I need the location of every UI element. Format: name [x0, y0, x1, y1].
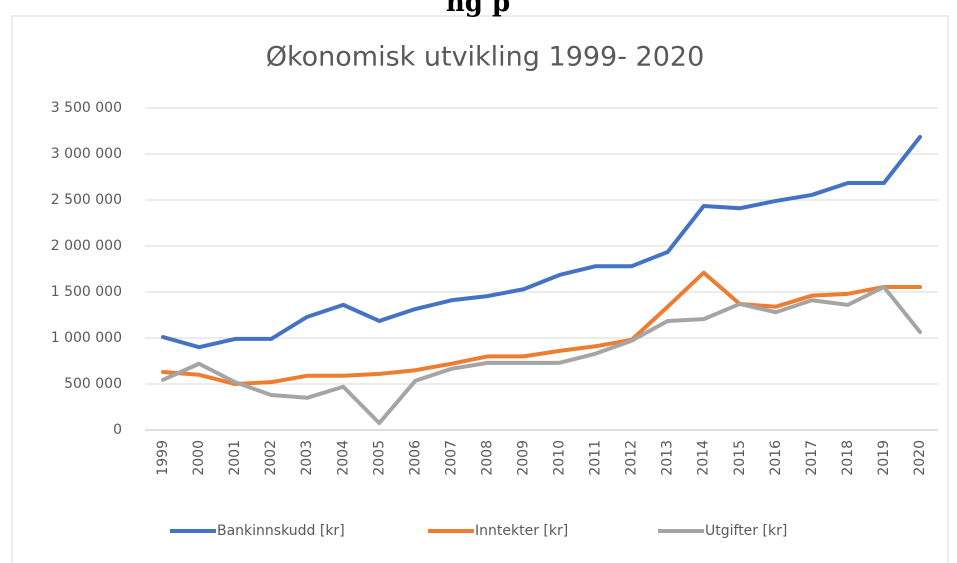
y-tick-label: 0 [113, 422, 122, 438]
x-tick-label: 2009 [515, 440, 531, 476]
x-tick-label: 2008 [479, 440, 495, 476]
x-tick-label: 2012 [624, 440, 640, 476]
line-series [161, 270, 922, 386]
x-tick-label: 2007 [443, 440, 459, 476]
x-tick-label: 2015 [732, 440, 748, 476]
x-tick-label: 2020 [912, 440, 928, 476]
y-tick-label: 500 000 [64, 376, 122, 392]
chart-frame [11, 15, 949, 563]
x-tick-label: 2019 [876, 440, 892, 476]
x-tick-label: 2013 [660, 440, 676, 476]
x-tick-label: 2002 [263, 440, 279, 476]
x-tick-label: 2010 [552, 440, 568, 476]
x-tick-label: 2014 [696, 440, 712, 476]
y-tick-label: 1 500 000 [51, 284, 122, 300]
x-tick-label: 2000 [191, 440, 207, 476]
y-tick-label: 3 500 000 [51, 100, 122, 116]
page-header: ng p [446, 0, 510, 18]
legend-label: Utgifter [kr] [705, 523, 787, 539]
line-series [161, 134, 922, 350]
x-tick-label: 2006 [407, 440, 423, 476]
x-tick-label: 2005 [371, 440, 387, 476]
chart-title: Økonomisk utvikling 1999- 2020 [266, 42, 705, 73]
x-tick-label: 2001 [227, 440, 243, 476]
y-tick-label: 2 000 000 [51, 238, 122, 254]
y-tick-label: 1 000 000 [51, 330, 122, 346]
x-tick-label: 2003 [299, 440, 315, 476]
legend-label: Inntekter [kr] [475, 523, 568, 539]
x-tick-label: 2016 [768, 440, 784, 476]
x-tick-label: 1999 [155, 440, 171, 476]
y-tick-label: 3 000 000 [51, 146, 122, 162]
x-tick-label: 2017 [804, 440, 820, 476]
x-tick-label: 2018 [840, 440, 856, 476]
x-tick-label: 2004 [335, 440, 351, 476]
line-series [161, 284, 922, 426]
y-tick-label: 2 500 000 [51, 192, 122, 208]
legend-label: Bankinnskudd [kr] [217, 523, 345, 539]
x-tick-label: 2011 [588, 440, 604, 476]
